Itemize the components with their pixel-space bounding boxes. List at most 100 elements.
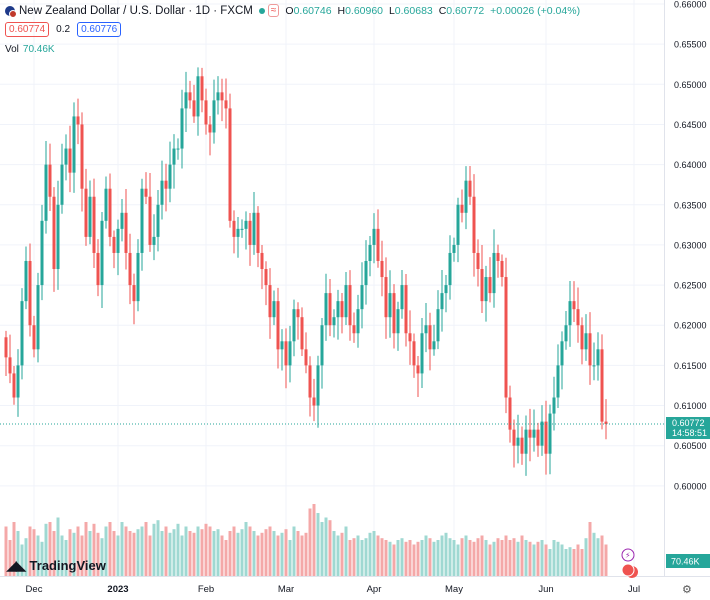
last-price-tag: 0.60772 14:58:51 bbox=[666, 417, 710, 440]
price-tick-label: 0.62000 bbox=[674, 321, 707, 331]
volume-bar bbox=[192, 532, 196, 576]
volume-bar bbox=[220, 535, 224, 576]
candle bbox=[332, 309, 336, 338]
visibility-icon[interactable]: ≈ bbox=[267, 4, 280, 17]
candle bbox=[340, 293, 344, 334]
volume-bar bbox=[600, 535, 604, 576]
candle bbox=[228, 93, 232, 228]
volume-bar bbox=[392, 544, 396, 576]
candle bbox=[128, 233, 132, 305]
volume-bar bbox=[8, 540, 12, 576]
candle bbox=[560, 331, 564, 390]
volume-bar bbox=[56, 517, 60, 576]
candle bbox=[392, 284, 396, 349]
volume-bar bbox=[248, 526, 252, 576]
candle-body bbox=[28, 260, 32, 326]
candle-body bbox=[460, 204, 464, 213]
candle-body bbox=[168, 164, 172, 189]
volume-bar bbox=[540, 540, 544, 576]
volume-bar bbox=[360, 540, 364, 576]
candle-body bbox=[16, 365, 20, 398]
tradingview-logo[interactable]: ◢◣ TradingView bbox=[6, 557, 106, 574]
candle bbox=[36, 272, 40, 363]
buy-button[interactable]: 0.60776 bbox=[77, 22, 122, 37]
time-tick-label: 2023 bbox=[107, 584, 128, 595]
candle-body bbox=[36, 285, 40, 350]
candle bbox=[604, 399, 608, 440]
volume-label: Vol bbox=[5, 44, 19, 55]
price-tick-label: 0.64500 bbox=[674, 120, 707, 130]
candle-body bbox=[40, 220, 44, 286]
volume-bar bbox=[460, 538, 464, 576]
volume-bar bbox=[104, 526, 108, 576]
volume-bar bbox=[236, 532, 240, 576]
candle-body bbox=[96, 252, 100, 286]
volume-bar bbox=[572, 549, 576, 576]
open-label: O bbox=[285, 4, 294, 17]
us-flag-icon-2[interactable] bbox=[621, 563, 635, 577]
candle bbox=[100, 212, 104, 308]
candle-body bbox=[408, 333, 412, 342]
sell-button[interactable]: 0.60774 bbox=[5, 22, 50, 37]
candle-body bbox=[232, 220, 236, 237]
volume-bar bbox=[44, 523, 48, 576]
volume-bar bbox=[352, 538, 356, 576]
candle bbox=[112, 230, 116, 269]
candle-body bbox=[360, 285, 364, 310]
volume-bar bbox=[580, 549, 584, 576]
candle-body bbox=[136, 252, 140, 302]
candle-body bbox=[452, 244, 456, 253]
candle-body bbox=[32, 325, 36, 350]
symbol-legend[interactable]: New Zealand Dollar / U.S. Dollar · 1D · … bbox=[5, 4, 583, 18]
candle-body bbox=[132, 285, 136, 302]
candle-body bbox=[576, 309, 580, 326]
volume-bar bbox=[172, 529, 176, 576]
volume-bar bbox=[464, 535, 468, 576]
candle-body bbox=[112, 236, 116, 253]
volume-bar bbox=[144, 522, 148, 576]
candle bbox=[120, 198, 124, 242]
candle-body bbox=[508, 397, 512, 430]
candle bbox=[28, 243, 32, 337]
gear-icon[interactable]: ⚙ bbox=[682, 584, 692, 596]
volume-bar bbox=[316, 513, 320, 576]
candle bbox=[16, 349, 20, 417]
volume-bar bbox=[404, 541, 408, 576]
volume-bar bbox=[496, 538, 500, 576]
event-icons[interactable]: ⚡ bbox=[621, 548, 638, 578]
candle-body bbox=[104, 188, 108, 221]
price-tick-label: 0.65500 bbox=[674, 40, 707, 50]
volume-bar bbox=[560, 544, 564, 576]
volume-bar bbox=[168, 532, 172, 576]
volume-bar bbox=[508, 540, 512, 576]
candle-body bbox=[592, 365, 596, 367]
candle bbox=[256, 206, 260, 268]
candle bbox=[420, 318, 424, 389]
candle-body bbox=[284, 341, 288, 366]
volume-bar bbox=[140, 526, 144, 576]
volume-bar bbox=[604, 544, 608, 576]
candle bbox=[200, 67, 204, 113]
volume-bar bbox=[160, 531, 164, 576]
volume-tag-value: 70.46K bbox=[671, 557, 700, 567]
candle bbox=[192, 84, 196, 123]
candle-body bbox=[308, 365, 312, 398]
candle-body bbox=[328, 293, 332, 326]
symbol-title[interactable]: New Zealand Dollar / U.S. Dollar · 1D · … bbox=[19, 4, 253, 17]
volume-bar bbox=[132, 532, 136, 576]
time-tick-label: Apr bbox=[367, 584, 382, 595]
candle-body bbox=[364, 260, 368, 286]
volume-bar bbox=[356, 535, 360, 576]
candle bbox=[508, 385, 512, 443]
candle-body bbox=[404, 285, 408, 334]
candle bbox=[260, 244, 264, 290]
volume-bar bbox=[240, 529, 244, 576]
lightning-icon[interactable] bbox=[621, 548, 635, 562]
trade-buttons: 0.60774 0.2 0.60776 bbox=[5, 22, 122, 37]
close-value: 0.60772 bbox=[446, 4, 485, 17]
ohlc-values: O0.60746 H0.60960 L0.60683 C0.60772 +0.0… bbox=[285, 5, 583, 17]
candle bbox=[4, 330, 8, 377]
volume-bar bbox=[40, 541, 44, 576]
volume-legend[interactable]: Vol 70.46K bbox=[5, 44, 55, 55]
